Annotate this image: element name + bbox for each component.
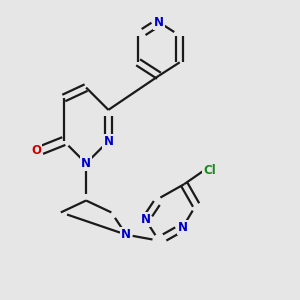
Text: N: N: [140, 213, 151, 226]
Text: N: N: [178, 221, 188, 234]
Text: N: N: [154, 16, 164, 29]
Text: O: O: [31, 143, 41, 157]
Text: N: N: [81, 157, 91, 170]
Text: N: N: [121, 228, 131, 241]
Text: Cl: Cl: [203, 164, 216, 177]
Text: N: N: [103, 135, 113, 148]
